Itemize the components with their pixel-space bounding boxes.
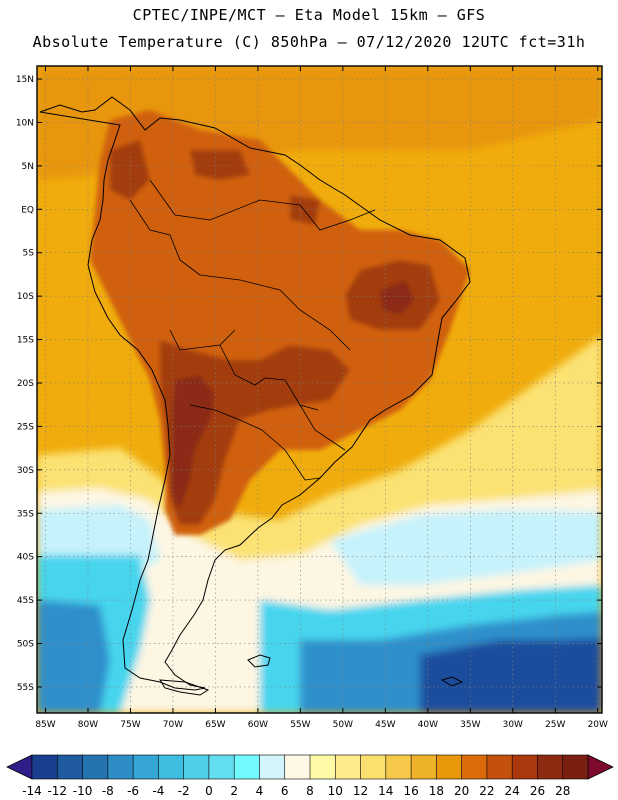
coastline-and-borders — [39, 96, 471, 696]
lat-label: 45S — [17, 596, 34, 606]
lon-label: 85W — [35, 720, 55, 730]
lon-label: 80W — [78, 720, 98, 730]
colorbar-label: 14 — [378, 784, 393, 798]
colorbar-swatch — [183, 754, 210, 780]
lon-label: 50W — [333, 720, 353, 730]
colorbar-swatch — [486, 754, 513, 780]
colorbar-label: 22 — [479, 784, 494, 798]
lon-label: 35W — [460, 720, 480, 730]
colorbar-label: -4 — [152, 784, 164, 798]
colorbar-swatch — [511, 754, 539, 780]
country-borders — [129, 179, 376, 481]
lon-label: 20W — [588, 720, 608, 730]
lon-label: 60W — [248, 720, 268, 730]
hottest-core-region — [170, 280, 415, 510]
axis-labels: 15N 10N 5N EQ 5S 10S 15S 20S 25S 30S 35S 40S 45S 50S 5… — [16, 75, 608, 730]
colorbar-label: 2 — [230, 784, 238, 798]
lon-label: 25W — [545, 720, 565, 730]
lat-label: 25S — [17, 422, 34, 432]
colorbar-label: 12 — [353, 784, 368, 798]
colorbar-swatch — [436, 754, 463, 780]
lat-label: 5N — [22, 162, 34, 172]
colorbar-label: 20 — [454, 784, 469, 798]
colorbar-label: 28 — [555, 784, 570, 798]
colorbar-label: 4 — [256, 784, 264, 798]
temperature-field — [37, 66, 602, 713]
chart-title-line-1: CPTEC/INPE/MCT – Eta Model 15km – GFS — [132, 6, 486, 24]
lon-label: 65W — [205, 720, 225, 730]
colorbar-label: -12 — [47, 784, 67, 798]
colorbar-swatch — [158, 754, 185, 780]
colorbar: -14 -12 -10 -8 -6 -4 -2 0 2 4 6 8 10 12 14 16 18 20 22 24 26… — [6, 754, 614, 798]
colorbar-swatch — [334, 754, 362, 780]
lat-label: 15S — [17, 336, 34, 346]
colorbar-label: 6 — [281, 784, 289, 798]
colorbar-label: -8 — [102, 784, 114, 798]
lat-label: 15N — [16, 75, 34, 85]
south-america-coastline — [39, 96, 471, 691]
south-georgia-island — [440, 676, 464, 687]
chart-title-line-2: Absolute Temperature (C) 850hPa – 07/12/… — [32, 33, 586, 51]
colorbar-swatch — [82, 754, 109, 780]
colorbar-swatch — [233, 754, 261, 780]
falkland-islands — [247, 654, 271, 668]
lat-label: 5S — [23, 249, 35, 259]
colorbar-swatch — [259, 754, 286, 780]
colorbar-swatch — [132, 754, 159, 780]
lat-label: 55S — [17, 683, 34, 693]
lat-label: 20S — [17, 379, 34, 389]
colorbar-swatch — [461, 754, 488, 780]
colorbar-label: -6 — [127, 784, 139, 798]
colorbar-under-arrow — [6, 754, 33, 780]
lat-label: 30S — [17, 466, 34, 476]
dark-blue-band — [420, 638, 602, 713]
lon-label: 70W — [163, 720, 183, 730]
colorbar-swatch — [284, 754, 311, 780]
lat-label: 10N — [16, 118, 34, 128]
lon-label: 40W — [418, 720, 438, 730]
colorbar-swatch — [56, 754, 84, 780]
colorbar-label: 10 — [328, 784, 343, 798]
colorbar-over-arrow — [587, 754, 614, 780]
colorbar-label: -14 — [22, 784, 42, 798]
lon-label: 55W — [290, 720, 310, 730]
colorbar-swatch — [562, 754, 589, 780]
axis-ticks — [37, 66, 602, 713]
colorbar-label: 24 — [505, 784, 520, 798]
colorbar-label: 16 — [403, 784, 418, 798]
colorbar-swatch — [410, 754, 437, 780]
lat-label: 40S — [17, 553, 34, 563]
lat-label: 10S — [17, 292, 34, 302]
lat-label: 50S — [17, 640, 34, 650]
colorbar-swatch — [107, 754, 134, 780]
colorbar-swatch — [360, 754, 387, 780]
colorbar-label: -10 — [73, 784, 93, 798]
map-frame — [36, 65, 603, 714]
colorbar-swatch — [208, 754, 235, 780]
colorbar-label: 8 — [306, 784, 314, 798]
colorbar-label: -2 — [178, 784, 190, 798]
colorbar-label: 18 — [429, 784, 444, 798]
colorbar-label: 26 — [530, 784, 545, 798]
lat-label: EQ — [21, 205, 34, 215]
light-cyan-band — [37, 505, 602, 585]
lon-label: 75W — [120, 720, 140, 730]
lon-label: 30W — [503, 720, 523, 730]
colorbar-swatch — [31, 754, 58, 780]
colorbar-swatch — [385, 754, 412, 780]
lon-label: 45W — [375, 720, 395, 730]
colorbar-label: 0 — [205, 784, 213, 798]
lat-label: 35S — [17, 509, 34, 519]
tierra-del-fuego — [159, 679, 210, 696]
colorbar-swatch — [309, 754, 336, 780]
colorbar-swatch — [537, 754, 564, 780]
